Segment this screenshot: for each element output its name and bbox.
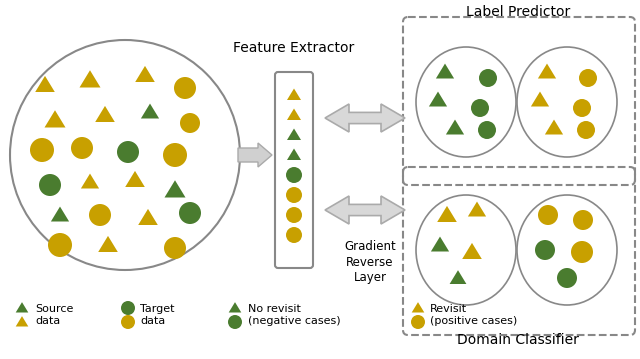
Polygon shape — [238, 143, 272, 167]
Circle shape — [577, 121, 595, 139]
Polygon shape — [545, 120, 563, 135]
Circle shape — [286, 167, 302, 183]
Circle shape — [411, 315, 425, 329]
Text: Gradient
Reverse
Layer: Gradient Reverse Layer — [344, 241, 396, 284]
Circle shape — [538, 205, 558, 225]
Text: Domain Classifier: Domain Classifier — [457, 333, 579, 347]
Circle shape — [39, 174, 61, 196]
Polygon shape — [446, 120, 464, 135]
Circle shape — [228, 315, 242, 329]
Circle shape — [579, 69, 597, 87]
Circle shape — [89, 204, 111, 226]
Circle shape — [478, 121, 496, 139]
Circle shape — [286, 187, 302, 203]
Polygon shape — [16, 316, 28, 326]
Polygon shape — [95, 106, 115, 122]
Circle shape — [286, 227, 302, 243]
Polygon shape — [437, 206, 457, 222]
Polygon shape — [138, 209, 158, 225]
Circle shape — [164, 237, 186, 259]
Circle shape — [180, 113, 200, 133]
Polygon shape — [436, 64, 454, 79]
Polygon shape — [531, 92, 549, 107]
Polygon shape — [51, 206, 69, 222]
Circle shape — [573, 210, 593, 230]
Polygon shape — [450, 270, 467, 284]
Polygon shape — [287, 89, 301, 100]
Circle shape — [163, 143, 187, 167]
Text: Feature Extractor: Feature Extractor — [234, 41, 355, 55]
Polygon shape — [45, 110, 65, 127]
Polygon shape — [125, 171, 145, 187]
Circle shape — [557, 268, 577, 288]
Polygon shape — [462, 243, 482, 259]
Circle shape — [286, 207, 302, 223]
Polygon shape — [325, 196, 405, 224]
Polygon shape — [164, 180, 186, 197]
Circle shape — [479, 69, 497, 87]
FancyBboxPatch shape — [275, 72, 313, 268]
Circle shape — [174, 77, 196, 99]
Polygon shape — [412, 302, 424, 312]
Polygon shape — [79, 70, 100, 88]
Polygon shape — [35, 76, 55, 92]
Text: Revisit
(positive cases): Revisit (positive cases) — [430, 304, 517, 326]
Text: Label Predictor: Label Predictor — [466, 5, 570, 19]
Polygon shape — [325, 104, 405, 132]
Polygon shape — [287, 129, 301, 140]
Polygon shape — [141, 103, 159, 118]
Polygon shape — [468, 201, 486, 216]
Circle shape — [71, 137, 93, 159]
Polygon shape — [228, 302, 241, 312]
Polygon shape — [135, 66, 155, 82]
Text: Target
data: Target data — [140, 304, 175, 326]
Polygon shape — [538, 64, 556, 79]
Circle shape — [121, 315, 135, 329]
Polygon shape — [287, 108, 301, 120]
Polygon shape — [429, 92, 447, 107]
Circle shape — [573, 99, 591, 117]
Circle shape — [571, 241, 593, 263]
Circle shape — [535, 240, 555, 260]
Circle shape — [121, 301, 135, 315]
Circle shape — [179, 202, 201, 224]
Polygon shape — [16, 302, 28, 312]
Circle shape — [48, 233, 72, 257]
Circle shape — [30, 138, 54, 162]
Text: No revisit
(negative cases): No revisit (negative cases) — [248, 304, 340, 326]
Text: Source
data: Source data — [35, 304, 74, 326]
Polygon shape — [81, 173, 99, 188]
Polygon shape — [431, 237, 449, 252]
Circle shape — [117, 141, 139, 163]
Polygon shape — [287, 149, 301, 160]
Circle shape — [471, 99, 489, 117]
Polygon shape — [98, 236, 118, 252]
